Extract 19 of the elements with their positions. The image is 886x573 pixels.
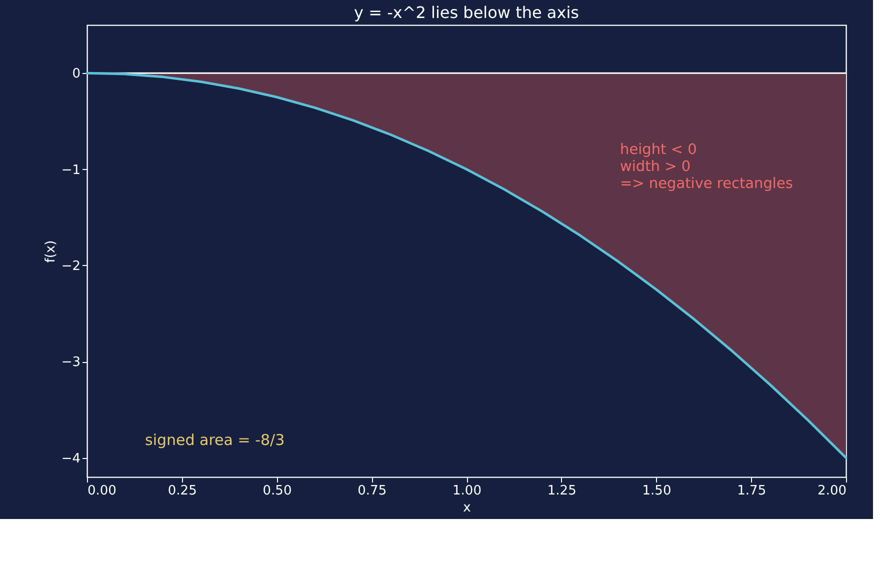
x-tick-label: 0.25: [168, 484, 197, 498]
x-tick-label: 1.00: [452, 484, 482, 498]
y-axis-title: f(x): [43, 240, 58, 263]
x-tick-label: 0.00: [88, 484, 116, 498]
y-tick-label: −1: [61, 162, 80, 178]
x-tick-label: 1.25: [547, 484, 576, 498]
y-tick-label: −2: [61, 258, 80, 274]
x-tick-label: 2.00: [818, 484, 846, 498]
chart-title: y = -x^2 lies below the axis: [354, 3, 579, 22]
x-axis-title: x: [463, 500, 472, 516]
x-tick-label: 1.50: [642, 484, 672, 498]
x-tick-label: 1.75: [737, 484, 766, 498]
y-tick-label: −4: [61, 451, 80, 466]
y-tick-label: 0: [72, 66, 80, 82]
x-tick-label: 0.50: [262, 484, 292, 498]
annotation: signed area = -8/3: [145, 431, 285, 449]
x-tick-label: 0.75: [358, 484, 387, 498]
annotation: height < 0 width > 0 => negative rectangles: [620, 142, 793, 192]
y-tick-label: −3: [61, 355, 80, 370]
